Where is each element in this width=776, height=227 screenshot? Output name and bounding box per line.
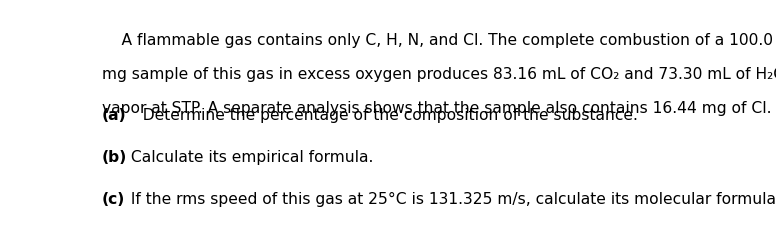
Text: If the rms speed of this gas at 25°C is 131.325 m/s, calculate its molecular for: If the rms speed of this gas at 25°C is … [126,192,776,207]
Text: Determine the percentage of the composition of the substance.: Determine the percentage of the composit… [133,108,638,123]
Text: (a): (a) [102,108,126,123]
Text: mg sample of this gas in excess oxygen produces 83.16 mL of CO₂ and 73.30 mL of : mg sample of this gas in excess oxygen p… [102,67,776,81]
Text: (b): (b) [102,150,127,165]
Text: vapor at STP. A separate analysis shows that the sample also contains 16.44 mg o: vapor at STP. A separate analysis shows … [102,101,771,116]
Text: Calculate its empirical formula.: Calculate its empirical formula. [126,150,373,165]
Text: A flammable gas contains only C, H, N, and Cl. The complete combustion of a 100.: A flammable gas contains only C, H, N, a… [102,32,773,47]
Text: (c): (c) [102,192,125,207]
